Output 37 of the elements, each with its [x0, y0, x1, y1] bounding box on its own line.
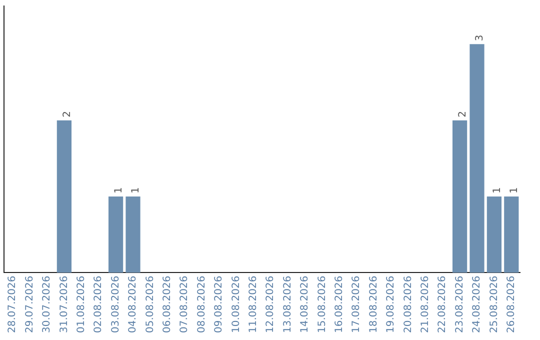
- x-tick-label: 15.08.2026: [316, 276, 328, 334]
- x-tick-label: 01.08.2026: [76, 276, 87, 334]
- data-label: 1: [130, 187, 142, 194]
- x-tick-label: 02.08.2026: [93, 276, 104, 334]
- x-tick-label: 05.08.2026: [144, 276, 156, 334]
- data-label: 2: [457, 110, 468, 118]
- x-tick-label: 26.08.2026: [506, 276, 517, 334]
- x-tick-label: 24.08.2026: [472, 276, 483, 334]
- x-tick-label: 18.08.2026: [368, 276, 380, 334]
- x-tick-label: 07.08.2026: [179, 276, 190, 334]
- x-tick-label: 22.08.2026: [437, 276, 448, 334]
- x-tick-label: 19.08.2026: [386, 276, 397, 334]
- x-tick-label: 03.08.2026: [110, 276, 122, 334]
- x-tick-label: 10.08.2026: [230, 276, 242, 334]
- x-tick-label: 17.08.2026: [351, 276, 362, 334]
- x-tick-label: 13.08.2026: [282, 276, 294, 334]
- x-tick-label: 20.08.2026: [402, 276, 414, 334]
- x-tick-label: 06.08.2026: [162, 276, 173, 334]
- data-label: 1: [492, 187, 503, 194]
- x-tick-label: 08.08.2026: [196, 276, 208, 334]
- x-tick-label: 25.08.2026: [488, 276, 500, 334]
- x-tick-label: 14.08.2026: [300, 276, 311, 334]
- x-tick-label: 11.08.2026: [248, 276, 259, 334]
- x-tick-label: 28.07.2026: [7, 276, 18, 334]
- x-tick-label: 09.08.2026: [214, 276, 225, 334]
- x-tick-label: 30.07.2026: [42, 276, 53, 334]
- x-tick-label: 12.08.2026: [265, 276, 276, 334]
- x-tick-label: 21.08.2026: [420, 276, 431, 334]
- x-tick-label: 23.08.2026: [454, 276, 466, 334]
- x-tick-label: 29.07.2026: [24, 276, 36, 334]
- x-tick-label: 16.08.2026: [334, 276, 345, 334]
- data-label: 3: [474, 34, 486, 42]
- data-label: 2: [62, 110, 73, 118]
- x-tick-label: 04.08.2026: [128, 276, 139, 334]
- data-label: 1: [508, 187, 520, 194]
- data-label: 1: [113, 187, 124, 194]
- x-tick-label: 31.07.2026: [58, 276, 70, 334]
